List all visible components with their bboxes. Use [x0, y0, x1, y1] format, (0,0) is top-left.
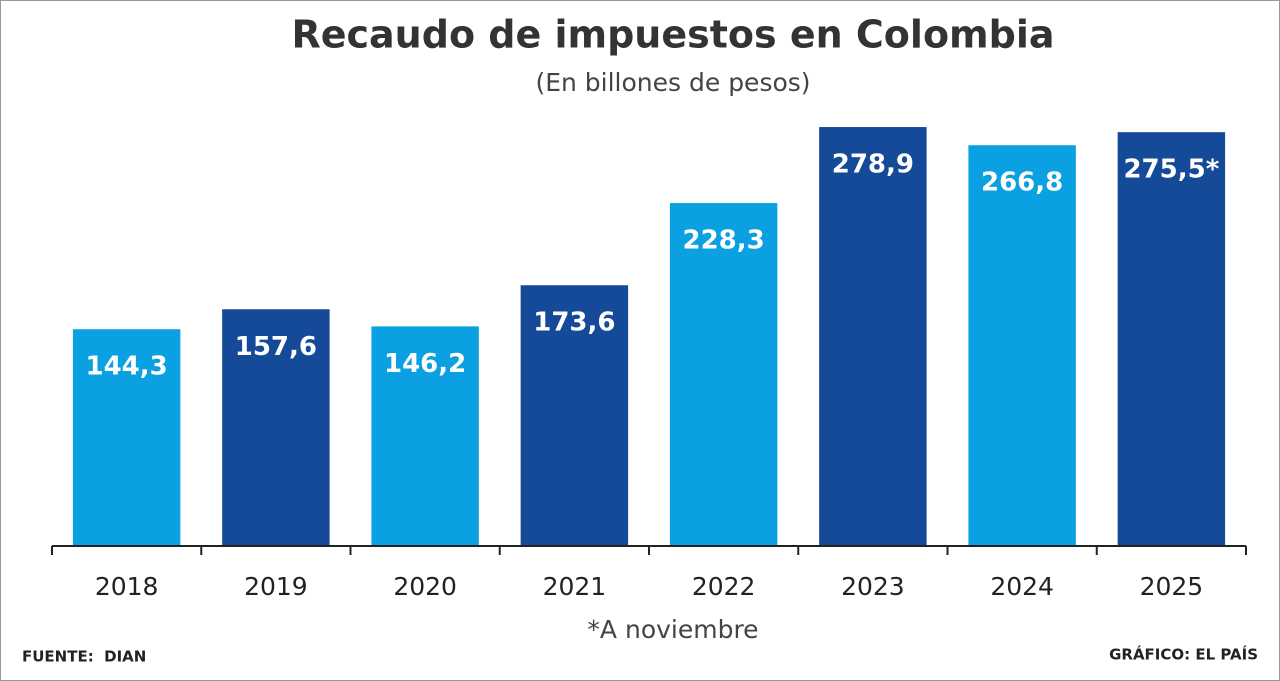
- value-label: 275,5*: [1123, 155, 1219, 185]
- value-label: 266,8: [981, 168, 1063, 198]
- bar: [1117, 132, 1226, 546]
- value-label: 278,9: [832, 150, 914, 180]
- source: FUENTE: DIAN: [22, 648, 146, 666]
- x-tick-label: 2022: [692, 572, 756, 601]
- credit: GRÁFICO: EL PAÍS: [1109, 645, 1258, 664]
- x-tick-label: 2020: [393, 572, 457, 601]
- bar: [968, 145, 1076, 547]
- bar: [222, 309, 330, 546]
- bar: [371, 326, 479, 546]
- x-tick-label: 2021: [543, 572, 607, 601]
- chart-title: Recaudo de impuestos en Colombia: [291, 13, 1054, 57]
- value-label: 146,2: [384, 349, 466, 379]
- bar: [72, 329, 181, 546]
- x-tick-label: 2018: [95, 572, 159, 601]
- bar: [669, 203, 778, 546]
- x-tick-label: 2024: [990, 572, 1054, 601]
- x-tick-label: 2023: [841, 572, 905, 601]
- value-label: 173,6: [533, 308, 615, 338]
- value-label: 157,6: [235, 332, 317, 362]
- bar: [819, 127, 927, 546]
- value-label: 228,3: [683, 226, 765, 256]
- value-label: 144,3: [86, 352, 168, 382]
- chart-subtitle: (En billones de pesos): [535, 68, 810, 97]
- bar: [520, 285, 629, 546]
- footnote: *A noviembre: [587, 615, 758, 644]
- x-tick-label: 2019: [244, 572, 308, 601]
- x-tick-label: 2025: [1140, 572, 1204, 601]
